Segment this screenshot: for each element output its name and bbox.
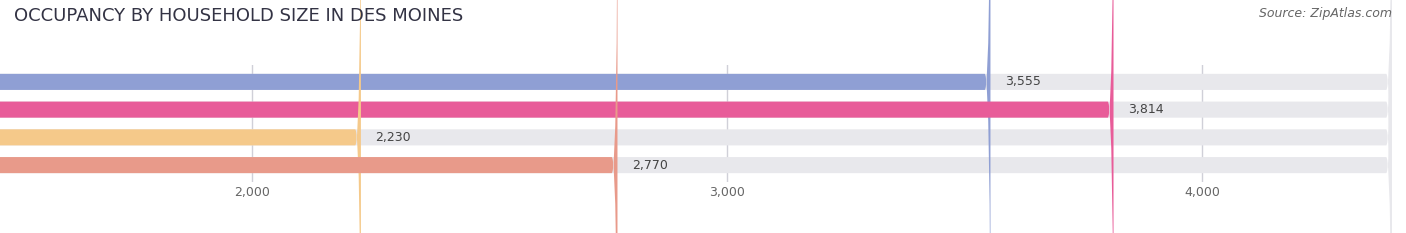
Text: 3,814: 3,814 xyxy=(1128,103,1163,116)
Text: Source: ZipAtlas.com: Source: ZipAtlas.com xyxy=(1258,7,1392,20)
FancyBboxPatch shape xyxy=(0,0,1114,233)
Text: 3,555: 3,555 xyxy=(1005,75,1040,88)
Text: 2,230: 2,230 xyxy=(375,131,411,144)
Text: 2,770: 2,770 xyxy=(631,159,668,171)
Text: OCCUPANCY BY HOUSEHOLD SIZE IN DES MOINES: OCCUPANCY BY HOUSEHOLD SIZE IN DES MOINE… xyxy=(14,7,464,25)
FancyBboxPatch shape xyxy=(0,0,990,233)
FancyBboxPatch shape xyxy=(0,0,617,233)
FancyBboxPatch shape xyxy=(0,0,361,233)
